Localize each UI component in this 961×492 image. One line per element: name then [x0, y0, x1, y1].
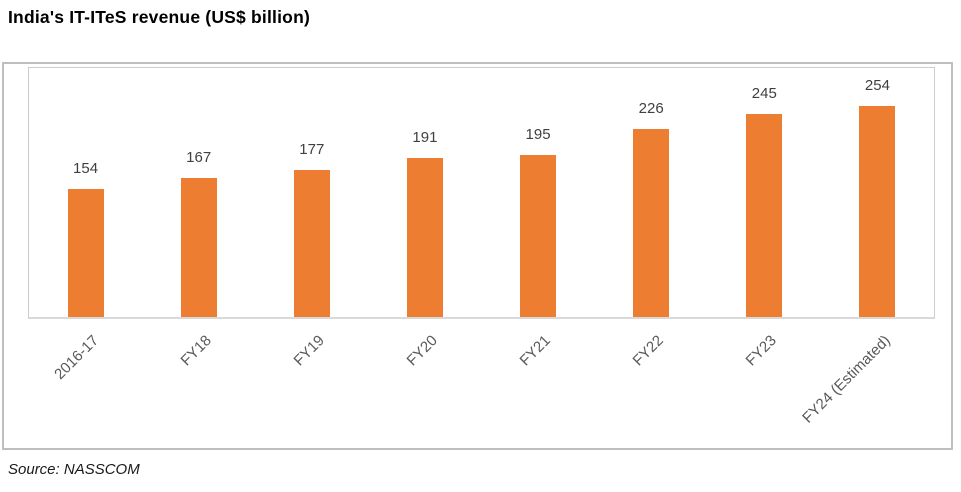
source-text: Source: NASSCOM [8, 461, 140, 478]
x-axis-slot: FY20 [367, 319, 480, 444]
bar-slot: 177 [255, 68, 368, 317]
bar [520, 155, 557, 317]
x-axis-label: FY22 [629, 332, 668, 370]
bar [406, 158, 443, 317]
x-axis-slot: FY19 [254, 319, 367, 444]
bar-slot: 254 [821, 68, 934, 317]
x-axis-labels: 2016-17 FY18 FY19 FY20 FY21 FY22 FY23 FY24 (Est… [28, 319, 933, 444]
bar-slot: 167 [142, 68, 255, 317]
bar [746, 114, 783, 317]
bar-value-label: 154 [73, 159, 99, 177]
x-axis-label: FY19 [290, 332, 328, 370]
bar-value-label: 195 [525, 125, 551, 143]
bar-slot: 195 [482, 68, 595, 317]
bar-value-label: 226 [638, 99, 664, 117]
x-axis-label: FY20 [403, 332, 441, 370]
bar [67, 189, 104, 317]
chart-area: 154 167 177 191 195 226 245 254 2016-17 FY18 FY19… [2, 62, 953, 450]
x-axis-slot: FY24 (Estimated) [799, 319, 933, 444]
x-axis-label: FY21 [516, 332, 555, 370]
x-axis-slot: FY22 [594, 319, 707, 444]
x-axis-slot: 2016-17 [28, 319, 141, 444]
x-axis-slot: FY23 [707, 319, 820, 444]
x-axis-label: 2016-17 [50, 332, 102, 383]
bar [293, 170, 330, 317]
bar-value-label: 245 [751, 84, 777, 102]
x-axis-label: FY23 [742, 332, 781, 370]
bar-slot: 154 [29, 68, 142, 317]
bar-slot: 245 [708, 68, 821, 317]
bar-value-label: 167 [186, 148, 212, 166]
bar [180, 178, 217, 317]
x-axis-label: FY18 [177, 332, 215, 370]
bar-value-label: 254 [864, 76, 890, 94]
x-axis-slot: FY21 [481, 319, 594, 444]
bar-slot: 226 [595, 68, 708, 317]
bar-slot: 191 [368, 68, 481, 317]
bar-value-label: 177 [299, 140, 325, 158]
plot-area: 154 167 177 191 195 226 245 254 [28, 67, 935, 319]
x-axis-slot: FY18 [141, 319, 254, 444]
bar [633, 129, 670, 317]
bar [859, 106, 896, 317]
bar-value-label: 191 [412, 128, 438, 146]
chart-title: India's IT-ITeS revenue (US$ billion) [8, 7, 310, 27]
